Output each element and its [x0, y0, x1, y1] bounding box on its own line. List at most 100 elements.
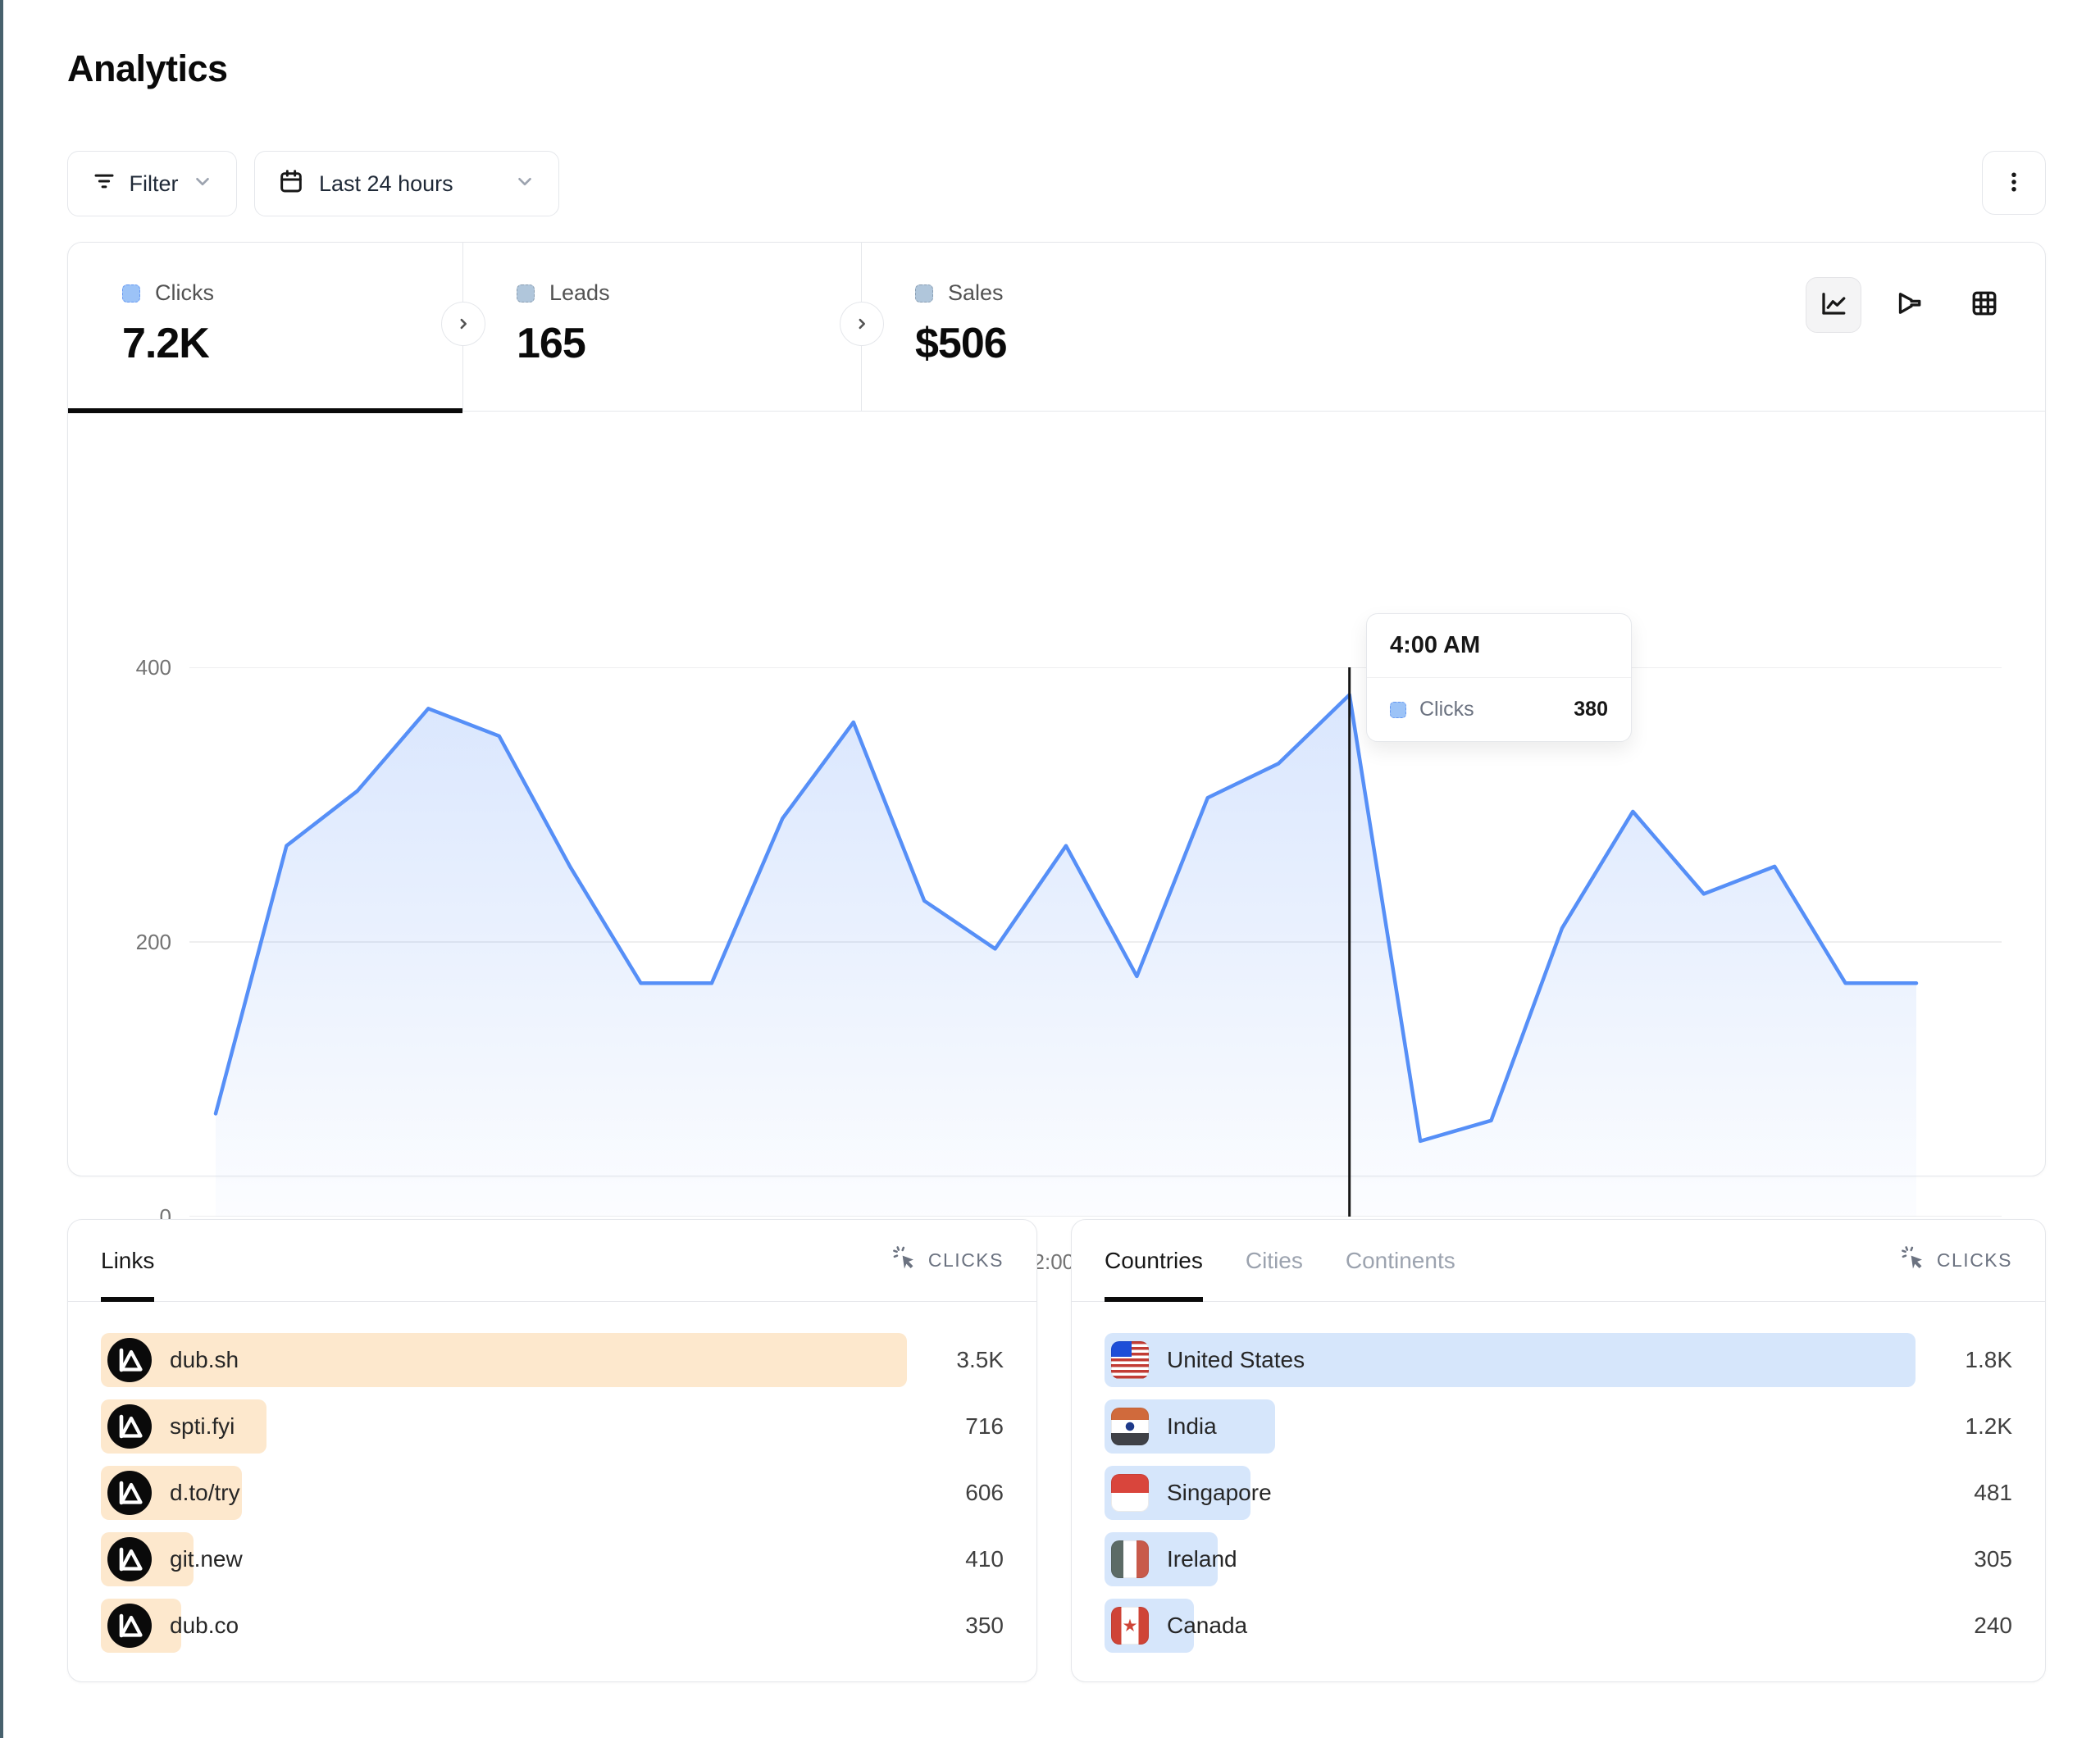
dub-logo-icon — [107, 1338, 152, 1382]
chart-view-toggles — [1806, 277, 2012, 333]
row-value: 1.2K — [1965, 1413, 2012, 1439]
row-value: 305 — [1974, 1546, 2012, 1572]
bar-track: d.to/try — [101, 1466, 907, 1520]
table-view-button[interactable] — [1957, 277, 2012, 333]
tab-sales[interactable]: Sales $506 — [861, 243, 1256, 411]
bar-track: dub.co — [101, 1599, 907, 1653]
date-range-label: Last 24 hours — [319, 171, 453, 196]
y-axis-label: 400 — [135, 655, 171, 680]
bar-track: spti.fyi — [101, 1399, 907, 1454]
tooltip-value: 380 — [1574, 698, 1608, 721]
link-row-2[interactable]: spti.fyi 716 — [101, 1399, 1004, 1454]
page-title: Analytics — [67, 48, 228, 89]
bar-track: git.new — [101, 1532, 907, 1586]
tooltip-series-label: Clicks — [1419, 698, 1474, 721]
bar-track: Canada — [1105, 1599, 1916, 1653]
y-axis-label: 200 — [135, 930, 171, 954]
country-row-1[interactable]: United States 1.8K — [1105, 1333, 2012, 1387]
bar-track: Ireland — [1105, 1532, 1916, 1586]
row-label: United States — [1167, 1347, 1305, 1372]
area-fill — [216, 694, 1916, 1217]
line-chart-view-button[interactable] — [1806, 277, 1861, 333]
cursor-click-icon — [892, 1245, 918, 1276]
tab-cities[interactable]: Cities — [1245, 1247, 1303, 1273]
link-row-3[interactable]: d.to/try 606 — [101, 1466, 1004, 1520]
line-chart-icon — [1819, 289, 1848, 322]
tooltip-series-swatch — [1390, 701, 1406, 718]
row-value: 481 — [1974, 1480, 2012, 1505]
filter-button-label: Filter — [129, 171, 179, 196]
links-metric-selector[interactable]: CLICKS — [892, 1245, 1004, 1276]
active-tab-underline — [68, 408, 462, 413]
row-label: git.new — [170, 1546, 243, 1572]
bar-track: Singapore — [1105, 1466, 1916, 1520]
leads-legend-swatch — [517, 284, 535, 303]
row-label: d.to/try — [170, 1480, 240, 1505]
ca-flag-icon — [1111, 1607, 1149, 1645]
sales-value: $506 — [915, 320, 1008, 367]
link-row-5[interactable]: dub.co 350 — [101, 1599, 1004, 1653]
tab-countries[interactable]: Countries — [1105, 1220, 1203, 1302]
tab-links[interactable]: Links — [101, 1220, 155, 1302]
leads-value: 165 — [517, 320, 586, 367]
clicks-tab-label: Clicks — [155, 280, 214, 305]
row-value: 350 — [965, 1613, 1004, 1638]
row-value: 410 — [965, 1546, 1004, 1572]
funnel-view-button[interactable] — [1881, 277, 1937, 333]
row-label: Ireland — [1167, 1546, 1237, 1572]
link-row-4[interactable]: git.new 410 — [101, 1532, 1004, 1586]
tab-leads[interactable]: Leads 165 — [462, 243, 861, 411]
clicks-time-series-chart[interactable]: 02004004:00 PM8:00 PM12:00 AM4:00 AM8:00… — [68, 411, 2045, 1274]
country-row-4[interactable]: Ireland 305 — [1105, 1532, 2012, 1586]
us-flag-icon — [1111, 1341, 1149, 1379]
links-panel: Links CLICKS dub.sh 3.5K spti.fyi 716 d.to/t… — [67, 1219, 1037, 1682]
countries-metric-selector[interactable]: CLICKS — [1901, 1245, 2012, 1276]
chevron-down-icon — [514, 171, 535, 198]
more-options-button[interactable] — [1982, 151, 2046, 215]
bar-track: India — [1105, 1399, 1916, 1454]
cursor-click-icon — [1901, 1245, 1927, 1276]
dub-logo-icon — [107, 1537, 152, 1581]
analytics-card: Clicks 7.2K Leads 165 Sales $506 — [67, 242, 2046, 1274]
grid-icon — [1970, 289, 1999, 322]
calendar-icon — [278, 168, 304, 200]
clicks-line — [213, 693, 1919, 1144]
expand-clicks-chevron-button[interactable] — [441, 302, 485, 346]
countries-metric-label: CLICKS — [1936, 1249, 2012, 1271]
row-label: Canada — [1167, 1613, 1248, 1638]
dub-logo-icon — [107, 1404, 152, 1449]
country-row-5[interactable]: Canada 240 — [1105, 1599, 2012, 1653]
country-row-3[interactable]: Singapore 481 — [1105, 1466, 2012, 1520]
ie-flag-icon — [1111, 1540, 1149, 1578]
row-label: dub.sh — [170, 1347, 239, 1372]
countries-panel: Countries Cities Continents CLICKS Unite… — [1071, 1219, 2046, 1682]
area-chart-plot[interactable] — [189, 667, 2002, 1217]
row-label: spti.fyi — [170, 1413, 235, 1439]
sales-tab-label: Sales — [948, 280, 1004, 305]
dub-logo-icon — [107, 1471, 152, 1515]
bar-track: United States — [1105, 1333, 1916, 1387]
tooltip-time: 4:00 AM — [1367, 614, 1631, 678]
tab-clicks[interactable]: Clicks 7.2K — [68, 243, 462, 411]
sales-legend-swatch — [915, 284, 933, 303]
filter-button[interactable]: Filter — [67, 151, 237, 216]
dub-logo-icon — [107, 1604, 152, 1648]
value-bar — [101, 1333, 907, 1387]
links-metric-label: CLICKS — [927, 1249, 1004, 1271]
filter-icon — [92, 169, 116, 199]
row-label: India — [1167, 1413, 1217, 1439]
expand-leads-chevron-button[interactable] — [840, 302, 884, 346]
chart-tooltip: 4:00 AM Clicks 380 — [1366, 613, 1632, 742]
country-row-2[interactable]: India 1.2K — [1105, 1399, 2012, 1454]
value-bar — [1105, 1333, 1916, 1387]
link-row-1[interactable]: dub.sh 3.5K — [101, 1333, 1004, 1387]
leads-tab-label: Leads — [549, 280, 610, 305]
tab-continents[interactable]: Continents — [1345, 1247, 1455, 1273]
row-value: 3.5K — [956, 1347, 1004, 1372]
date-range-button[interactable]: Last 24 hours — [254, 151, 559, 216]
chevron-down-icon — [192, 171, 213, 198]
clicks-value: 7.2K — [122, 320, 210, 367]
kebab-menu-icon — [2002, 170, 2026, 197]
sidebar-edge-divider — [0, 0, 3, 1738]
